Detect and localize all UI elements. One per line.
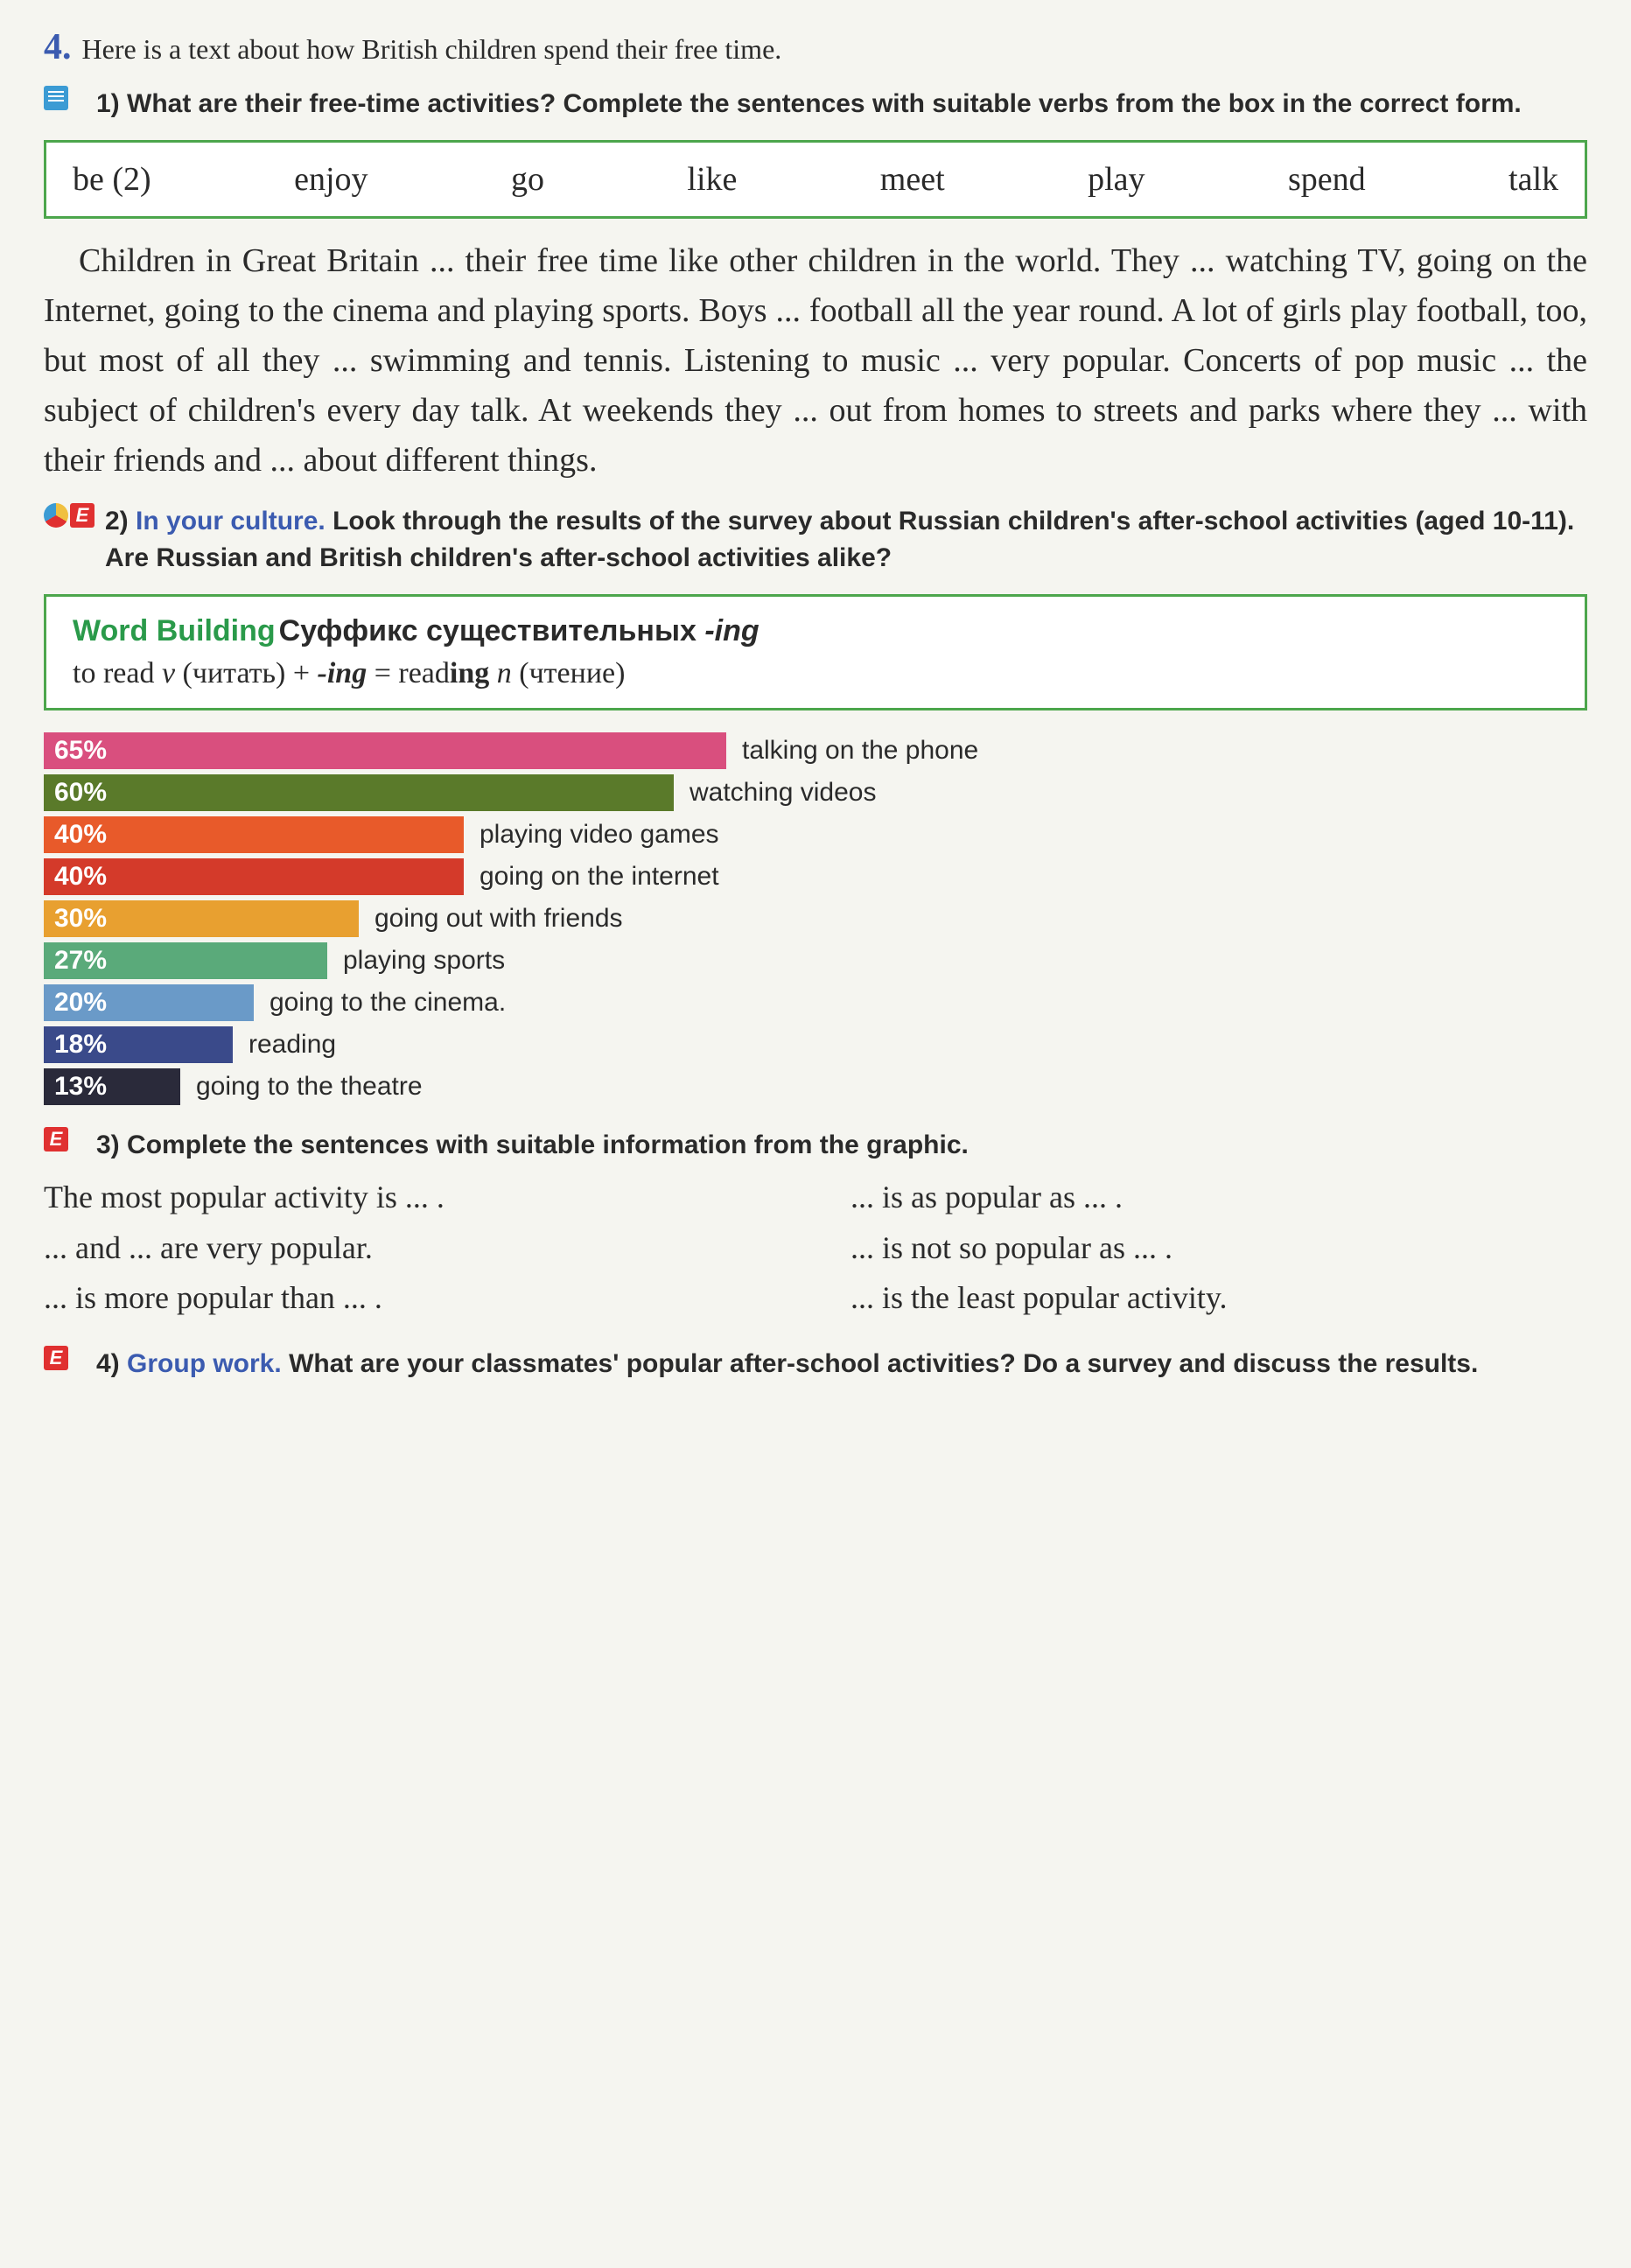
bar-row: 27% playing sports [44,942,1587,979]
wordbuilding-box: Word Building Суффикс существительных -i… [44,594,1587,710]
fill-line: The most popular activity is ... . [44,1172,780,1223]
bar-row: 65% talking on the phone [44,732,1587,769]
word-item: meet [880,160,945,199]
word-item: go [511,160,544,199]
part3-prompt: 3) Complete the sentences with suitable … [96,1127,969,1164]
bar-row: 60% watching videos [44,774,1587,811]
fill-line: ... and ... are very popular. [44,1223,780,1274]
gap-text: Children in Great Britain ... their free… [44,236,1587,486]
part2-number: 2) [105,507,129,536]
bar-row: 13% going to the theatre [44,1068,1587,1105]
icon-column-3: E [44,1127,96,1152]
bar-fill: 60% [44,774,674,811]
wb-title: Word Building [73,614,276,648]
bar-row: 40% playing video games [44,816,1587,853]
bar-label: playing video games [480,820,719,850]
part2-text: Look through the results of the survey a… [105,507,1574,572]
bar-row: 18% reading [44,1026,1587,1063]
pie-icon [44,503,68,528]
fill-left-col: The most popular activity is ... .... an… [44,1172,780,1324]
icon-column [44,86,96,110]
text-icon [44,86,68,110]
part2-block: E 2) In your culture. Look through the r… [44,503,1587,577]
word-item: play [1088,160,1144,199]
bar-fill: 18% [44,1026,233,1063]
part3-block: E 3) Complete the sentences with suitabl… [44,1127,1587,1164]
bar-fill: 40% [44,816,464,853]
word-box: be (2) enjoy go like meet play spend talk [44,140,1587,219]
intro-text: Here is a text about how British childre… [82,33,782,65]
bar-label: reading [248,1030,336,1060]
bar-fill: 27% [44,942,327,979]
bar-label: going out with friends [374,904,623,934]
groupwork-label: Group work. [127,1349,282,1378]
bar-row: 20% going to the cinema. [44,984,1587,1021]
bar-fill: 20% [44,984,254,1021]
word-item: spend [1288,160,1366,199]
bar-label: going to the cinema. [270,988,506,1018]
culture-label: In your culture. [136,507,326,536]
part1-number: 1) [96,89,120,118]
bar-label: playing sports [343,946,505,976]
bar-label: going on the internet [480,862,719,892]
exercise-number: 4. [44,27,72,67]
part4-block: E 4) Group work. What are your classmate… [44,1346,1587,1382]
bar-row: 40% going on the internet [44,858,1587,895]
part4-number: 4) [96,1349,120,1378]
bar-label: going to the theatre [196,1072,423,1102]
word-item: like [687,160,737,199]
part3-number: 3) [96,1130,120,1159]
fill-line: ... is as popular as ... . [850,1172,1587,1223]
bar-row: 30% going out with friends [44,900,1587,937]
bar-fill: 30% [44,900,359,937]
bar-label: talking on the phone [742,736,978,766]
wb-line: to read v (читать) + -ing = reading n (ч… [73,657,1558,690]
fill-right-col: ... is as popular as ... .... is not so … [850,1172,1587,1324]
fill-line: ... is the least popular activity. [850,1273,1587,1324]
exercise-header: 4. Here is a text about how British chil… [44,26,1587,68]
bar-fill: 65% [44,732,726,769]
icon-column-4: E [44,1346,96,1370]
word-item: enjoy [294,160,368,199]
wb-header: Word Building Суффикс существительных -i… [73,614,1558,648]
part4-prompt: 4) Group work. What are your classmates'… [96,1346,1478,1382]
e-icon: E [44,1127,68,1152]
fill-line: ... is more popular than ... . [44,1273,780,1324]
bar-fill: 13% [44,1068,180,1105]
fill-sentences: The most popular activity is ... .... an… [44,1164,1587,1324]
part1-text: What are their free-time activities? Com… [127,89,1522,118]
part1-block: 1) What are their free-time activities? … [44,86,1587,122]
part2-prompt: 2) In your culture. Look through the res… [105,503,1587,577]
e-icon: E [70,503,94,528]
bar-chart: 65% talking on the phone 60% watching video… [44,732,1587,1105]
icon-column-2: E [44,503,105,528]
word-item: talk [1508,160,1558,199]
part4-text: What are your classmates' popular after-… [289,1349,1478,1378]
wb-subtitle: Суффикс существительных -ing [279,614,760,648]
word-item: be (2) [73,160,151,199]
fill-line: ... is not so popular as ... . [850,1223,1587,1274]
e-icon: E [44,1346,68,1370]
part3-text: Complete the sentences with suitable inf… [127,1130,969,1159]
part1-prompt: 1) What are their free-time activities? … [96,86,1522,122]
word-row: be (2) enjoy go like meet play spend talk [73,160,1558,199]
bar-label: watching videos [690,778,876,808]
bar-fill: 40% [44,858,464,895]
